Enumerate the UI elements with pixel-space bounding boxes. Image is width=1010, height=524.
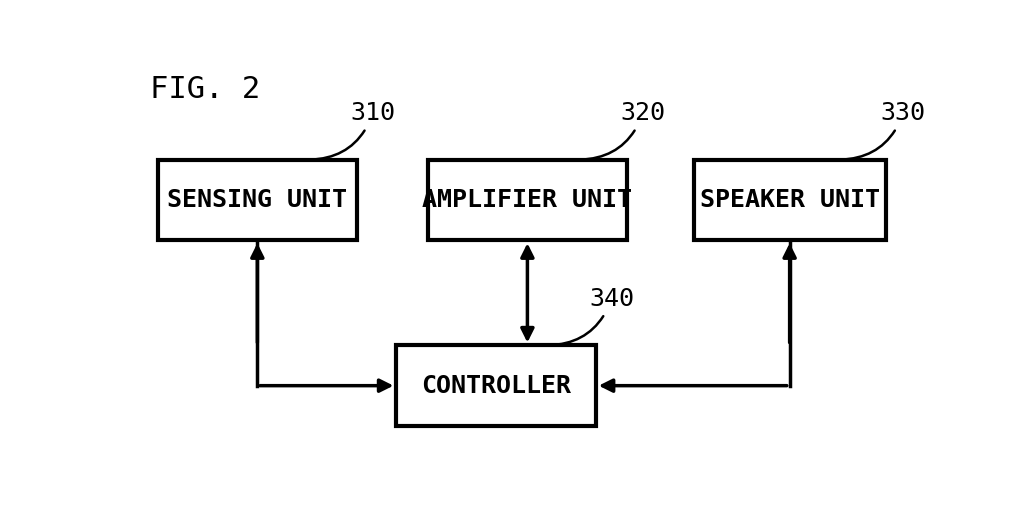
Bar [694, 160, 886, 241]
Text: 320: 320 [580, 102, 666, 160]
Text: SPEAKER UNIT: SPEAKER UNIT [700, 188, 880, 212]
Text: 340: 340 [548, 287, 634, 345]
Text: SENSING UNIT: SENSING UNIT [168, 188, 347, 212]
Bar [396, 345, 596, 426]
Text: CONTROLLER: CONTROLLER [421, 374, 571, 398]
Bar [158, 160, 358, 241]
Text: AMPLIFIER UNIT: AMPLIFIER UNIT [422, 188, 632, 212]
Text: FIG. 2: FIG. 2 [149, 75, 260, 104]
Text: 310: 310 [310, 102, 395, 160]
Text: 330: 330 [840, 102, 925, 160]
Bar [427, 160, 627, 241]
